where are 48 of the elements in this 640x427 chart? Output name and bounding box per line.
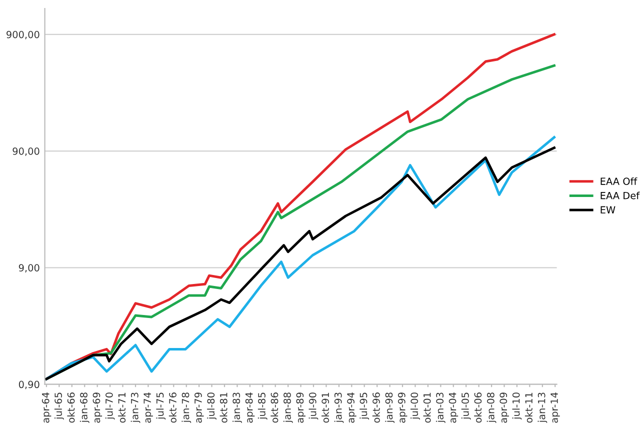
x-tick-label: okt-01 — [423, 392, 431, 423]
x-tick-label: jan-78 — [182, 392, 192, 423]
x-tick-label: jan-68 — [80, 392, 90, 423]
x-tick-label: apr-74 — [144, 392, 153, 423]
x-tick-label: jan-13 — [538, 392, 548, 423]
x-tick-label: jan-93 — [334, 392, 344, 423]
x-tick-label: apr-09 — [500, 392, 509, 423]
x-tick-label: apr-79 — [194, 392, 204, 423]
x-tick-label: jul-90 — [308, 392, 318, 420]
x-tick-label: jan-03 — [436, 392, 446, 423]
x-tick-label: jul-70 — [105, 392, 115, 420]
x-tick-label: jan-73 — [130, 392, 140, 423]
legend-label: EAA Def — [600, 192, 640, 200]
x-tick-label: okt-91 — [322, 392, 330, 423]
x-tick-label: jul-75 — [156, 392, 166, 420]
x-tick-label: apr-64 — [42, 392, 52, 423]
legend-label: EAA Off — [600, 177, 638, 185]
x-tick-label: apr-84 — [245, 392, 255, 423]
x-tick-label: okt-96 — [372, 392, 380, 423]
x-tick-label: apr-99 — [398, 392, 408, 423]
legend-label: EW — [600, 206, 616, 214]
x-tick-label: okt-06 — [474, 392, 482, 423]
x-tick-label: okt-66 — [67, 392, 75, 423]
x-tick-label: jul-10 — [512, 392, 522, 420]
x-tick-label: apr-89 — [296, 392, 306, 423]
x-tick-label: jul-00 — [410, 392, 420, 420]
y-tick-label: 9,00 — [18, 264, 40, 272]
y-tick-label: 0,90 — [18, 380, 40, 390]
x-tick-label: apr-69 — [92, 392, 102, 423]
x-tick-label: jul-05 — [461, 392, 471, 420]
x-tick-label: jul-80 — [207, 392, 216, 420]
x-tick-label: okt-71 — [118, 392, 126, 423]
x-tick-label: jan-98 — [385, 392, 395, 423]
x-tick-label: okt-76 — [168, 392, 176, 423]
x-tick-label: jul-65 — [54, 392, 64, 420]
x-tick-label: apr-14 — [550, 392, 560, 423]
x-tick-label: apr-94 — [347, 392, 356, 423]
x-tick-label: okt-81 — [220, 392, 228, 423]
x-tick-label: jan-88 — [283, 392, 293, 423]
y-tick-label: 90,00 — [12, 148, 40, 156]
y-tick-label: 900,00 — [6, 30, 40, 40]
x-tick-label: jan-83 — [232, 392, 242, 423]
x-tick-label: jul-95 — [360, 392, 370, 420]
x-tick-label: okt-11 — [524, 392, 532, 423]
x-tick-label: jan-08 — [486, 392, 496, 423]
x-tick-label: apr-04 — [448, 392, 458, 423]
x-tick-label: okt-86 — [270, 392, 278, 423]
x-tick-label: jul-85 — [258, 392, 268, 420]
